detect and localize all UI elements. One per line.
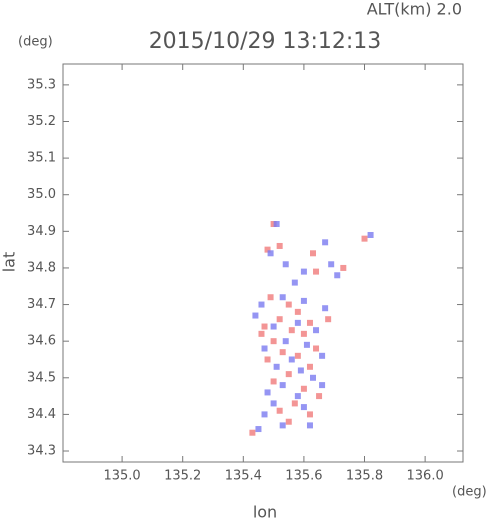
echo-pixel (261, 323, 268, 330)
echo-pixel (276, 242, 283, 249)
echo-pixel (310, 374, 316, 381)
y-tick-label: 35.0 (27, 187, 56, 202)
echo-pixel (285, 301, 292, 308)
echo-pixel (313, 327, 320, 334)
plot-frame (62, 63, 464, 463)
echo-pixel (300, 268, 307, 275)
echo-pixel (300, 330, 307, 337)
y-tick-label: 35.1 (27, 151, 56, 166)
echo-pixel (252, 312, 259, 319)
echo-pixel (279, 382, 286, 389)
echo-pixel (319, 382, 326, 389)
y-tick-label: 34.3 (27, 444, 56, 459)
echo-pixel (279, 422, 286, 429)
echo-pixel (322, 239, 329, 246)
echo-pixel (273, 221, 280, 228)
echo-pixel (306, 411, 313, 418)
x-tick-label: 135.2 (164, 469, 201, 484)
echo-pixel (270, 323, 277, 330)
echo-pixel (340, 264, 347, 271)
echo-pixel (279, 294, 286, 301)
echo-pixel (306, 422, 313, 429)
echo-pixel (279, 349, 286, 356)
echo-pixel (270, 338, 277, 345)
echo-pixel (313, 345, 320, 352)
echo-pixel (282, 338, 289, 345)
echo-pixel (261, 345, 268, 352)
echo-pixel (285, 371, 292, 378)
echo-pixel (316, 393, 323, 400)
echo-pixel (291, 279, 298, 286)
echo-pixel (285, 418, 292, 425)
echo-pixel (367, 231, 374, 238)
chart-subtitle: ALT(km) 2.0 (367, 0, 462, 19)
y-unit: (deg) (18, 35, 53, 50)
x-tick-label: 135.0 (103, 469, 140, 484)
echo-pixel (310, 250, 316, 257)
echo-pixel (294, 393, 301, 400)
echo-pixel (267, 250, 274, 257)
echo-pixel (264, 246, 271, 253)
echo-pixel (300, 404, 307, 411)
echo-pixel (270, 378, 277, 385)
echo-pixel (273, 363, 280, 370)
echo-pixel (291, 400, 298, 407)
echo-pixel (264, 356, 271, 363)
echo-pixel (294, 308, 301, 315)
x-tick-label: 135.4 (225, 469, 262, 484)
echo-pixel (270, 221, 277, 228)
echo-pixel (313, 268, 320, 275)
echo-pixel (276, 407, 283, 414)
echo-pixel (300, 385, 307, 392)
echo-pixel (328, 261, 335, 268)
y-tick-label: 35.3 (27, 77, 56, 92)
echo-pixel (294, 319, 301, 326)
echo-pixel (264, 389, 271, 396)
y-axis-label: lat (0, 252, 19, 273)
echo-pixel (276, 316, 283, 323)
x-tick-label: 135.8 (346, 469, 383, 484)
echo-pixel (325, 316, 332, 323)
echo-pixel (255, 426, 262, 433)
echo-pixel (306, 363, 313, 370)
y-tick-label: 34.5 (27, 370, 56, 385)
echo-pixel (261, 411, 268, 418)
echo-pixel (258, 301, 265, 308)
echo-pixel (249, 429, 256, 436)
echo-pixel (294, 352, 301, 359)
y-tick-label: 34.6 (27, 334, 56, 349)
x-unit: (deg) (452, 485, 487, 500)
echo-pixel (297, 367, 304, 374)
chart-title: 2015/10/29 13:12:13 (149, 29, 382, 54)
x-tick-label: 136.0 (407, 469, 444, 484)
echo-pixel (322, 305, 329, 312)
y-tick-label: 34.9 (27, 224, 56, 239)
echo-pixel (267, 294, 274, 301)
echo-pixel (319, 352, 326, 359)
echo-pixel (361, 235, 368, 242)
echo-pixel (303, 341, 310, 348)
echo-pixel (258, 330, 265, 337)
echo-pixel (306, 319, 313, 326)
echo-pixel (270, 400, 277, 407)
y-tick-label: 34.4 (27, 407, 56, 422)
echo-pixel (282, 261, 289, 268)
echo-pixel (288, 327, 295, 334)
echo-pixel (288, 356, 295, 363)
x-tick-label: 135.6 (285, 469, 322, 484)
x-axis-label: lon (253, 503, 277, 521)
y-tick-label: 35.2 (27, 114, 56, 129)
y-tick-label: 34.8 (27, 260, 56, 275)
echo-pixel (334, 272, 341, 279)
echo-pixel (300, 297, 307, 304)
y-tick-label: 34.7 (27, 297, 56, 312)
